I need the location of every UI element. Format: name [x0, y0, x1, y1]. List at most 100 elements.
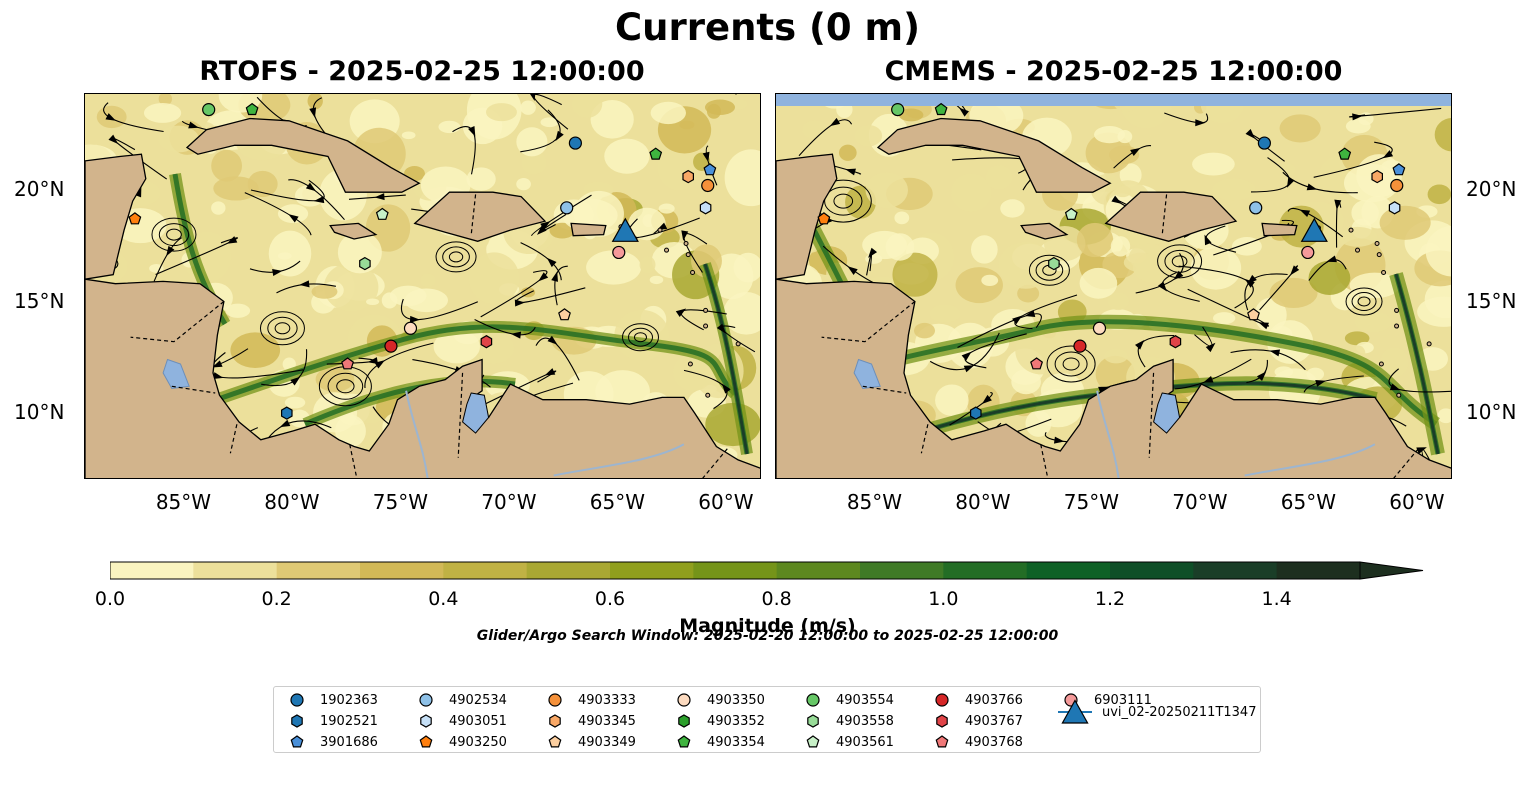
pentagon-marker-icon	[419, 735, 433, 748]
float-marker-4903250[interactable]	[128, 212, 142, 225]
legend-item: 4903349	[542, 732, 636, 752]
triangle-marker-icon	[1058, 699, 1092, 724]
float-marker-4903561[interactable]	[1064, 207, 1078, 220]
float-marker-4903561[interactable]	[375, 207, 389, 220]
colorbar-segment	[110, 562, 194, 579]
float-marker-6903111[interactable]	[1301, 245, 1315, 260]
lon-tick-label: 80°W	[955, 490, 1011, 514]
map-panel-cmems[interactable]	[775, 93, 1452, 479]
circle-marker-icon	[290, 693, 304, 707]
hexagon-marker-icon	[420, 714, 432, 728]
colorbar-tick-label: 1.4	[1261, 588, 1292, 610]
colorbar-segment	[776, 562, 861, 579]
float-marker-4903766[interactable]	[384, 339, 398, 353]
float-marker-4903354b[interactable]	[934, 102, 948, 116]
legend-item-label: 4903051	[449, 713, 507, 729]
legend-item-label: 4903250	[449, 734, 507, 750]
legend-item-label: 4902534	[449, 692, 507, 708]
colorbar-tick-label: 1.0	[928, 588, 959, 610]
float-marker-4903354[interactable]	[649, 147, 663, 160]
float-marker-4903349[interactable]	[558, 308, 571, 321]
float-marker-1902363[interactable]	[1257, 136, 1271, 150]
float-marker-4903345[interactable]	[1371, 169, 1384, 184]
float-marker-4903333[interactable]	[1390, 178, 1404, 193]
colorbar-segment	[360, 562, 444, 579]
legend-item-label: 1902521	[320, 713, 378, 729]
float-marker-4903354b[interactable]	[245, 102, 259, 116]
circle-marker-icon	[548, 693, 562, 707]
legend-item: 4903561	[800, 732, 894, 752]
colorbar-segment	[610, 562, 694, 579]
legend-item-label: 4903350	[707, 692, 765, 708]
legend-item: 4903558	[800, 711, 894, 731]
circle-marker-icon	[806, 693, 820, 707]
colorbar-segment	[860, 562, 944, 579]
pentagon-marker-icon	[290, 735, 304, 748]
float-marker-uvi_02-20250211T1347[interactable]	[611, 217, 639, 242]
float-marker-4903349[interactable]	[1247, 308, 1260, 321]
colorbar-segment	[1193, 562, 1278, 579]
float-marker-4903554[interactable]	[202, 103, 216, 117]
float-marker-4903350[interactable]	[403, 321, 418, 335]
map-panel-rtofs[interactable]	[84, 93, 761, 479]
lat-tick-label-left: 10°N	[14, 400, 65, 425]
colorbar-segment	[1276, 562, 1361, 579]
colorbar-segment	[526, 562, 611, 579]
float-marker-4903767[interactable]	[1169, 335, 1182, 349]
colorbar-segment	[443, 562, 528, 579]
legend-item-label: 4903767	[965, 713, 1023, 729]
lat-tick-label-right: 10°N	[1466, 400, 1517, 425]
lon-tick-label: 85°W	[155, 490, 212, 514]
float-marker-6903111[interactable]	[612, 245, 626, 260]
legend-item: 4903554	[800, 690, 894, 710]
legend-item-label: 4903554	[836, 692, 894, 708]
float-marker-4903351[interactable]	[699, 201, 712, 215]
lon-tick-label: 70°W	[481, 490, 537, 514]
colorbar-segment	[1110, 562, 1194, 579]
legend-item: 4903352	[671, 711, 765, 731]
float-marker-4903767[interactable]	[480, 335, 493, 349]
colorbar-segment	[693, 562, 778, 579]
float-marker-4903554[interactable]	[891, 103, 905, 117]
float-marker-1902521[interactable]	[970, 406, 982, 420]
float-marker-4903250[interactable]	[817, 212, 831, 225]
colorbar-tick-label: 0.2	[261, 588, 292, 610]
legend-item: 4902534	[413, 690, 507, 710]
float-marker-4903345[interactable]	[682, 169, 695, 184]
float-marker-4903354[interactable]	[1338, 147, 1352, 160]
legend-item-label: 4903558	[836, 713, 894, 729]
legend-item: 4903333	[542, 690, 636, 710]
hexagon-marker-icon	[936, 714, 948, 728]
float-marker-4902534[interactable]	[560, 201, 574, 215]
float-marker-4903350[interactable]	[1092, 321, 1107, 335]
lon-tick-label: 85°W	[846, 490, 903, 514]
lon-tick-label: 60°W	[698, 490, 754, 514]
legend-item: 4903051	[413, 711, 507, 731]
float-marker-4903558[interactable]	[359, 256, 371, 271]
float-marker-4903333[interactable]	[701, 178, 715, 193]
circle-marker-icon	[419, 693, 433, 707]
lon-tick-label: 80°W	[264, 490, 320, 514]
circle-marker-icon	[677, 693, 691, 707]
float-marker-4903558[interactable]	[1048, 256, 1060, 271]
float-marker-3901686[interactable]	[703, 163, 717, 176]
figure-title: Currents (0 m)	[614, 6, 920, 49]
colorbar-segment	[1026, 562, 1111, 579]
float-marker-3901686[interactable]	[1392, 163, 1406, 176]
float-marker-4903768[interactable]	[341, 357, 355, 370]
float-marker-uvi_02-20250211T1347[interactable]	[1300, 217, 1328, 242]
circle-marker-icon	[935, 693, 949, 707]
float-marker-1902521[interactable]	[281, 406, 293, 420]
lat-tick-label-right: 20°N	[1466, 176, 1517, 201]
legend-item: uvi_02-20250211T1347	[1058, 699, 1256, 724]
lat-tick-label-right: 15°N	[1466, 288, 1517, 313]
float-marker-4903768[interactable]	[1030, 357, 1044, 370]
float-marker-4903766[interactable]	[1073, 339, 1087, 353]
float-marker-1902363[interactable]	[568, 136, 582, 150]
colorbar-segment	[276, 562, 361, 579]
lat-tick-label-left: 15°N	[14, 288, 65, 313]
float-marker-4902534[interactable]	[1249, 201, 1263, 215]
pentagon-marker-icon	[806, 735, 820, 748]
float-marker-4903351[interactable]	[1388, 201, 1401, 215]
colorbar-label: Magnitude (m/s)	[679, 615, 856, 637]
